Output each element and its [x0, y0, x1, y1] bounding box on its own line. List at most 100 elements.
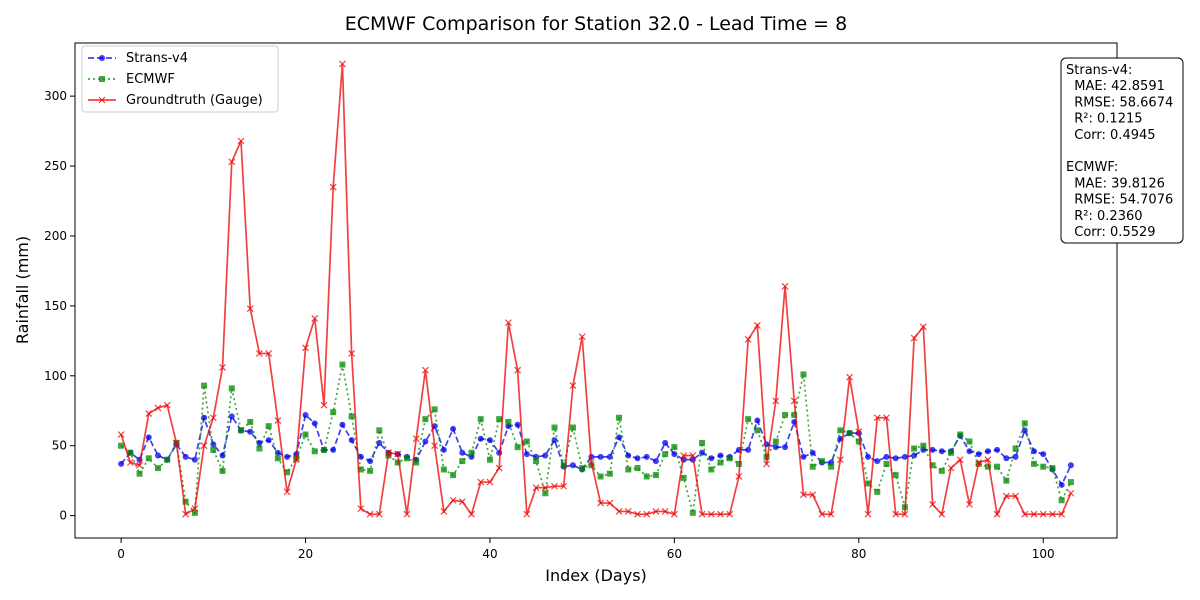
data-point	[118, 460, 125, 467]
data-point	[126, 459, 134, 466]
data-point	[735, 473, 743, 480]
data-point	[1003, 477, 1010, 484]
data-point	[514, 444, 521, 451]
data-point	[560, 482, 568, 490]
data-point	[330, 446, 337, 453]
data-point	[348, 413, 355, 420]
data-point	[118, 442, 125, 449]
y-axis: 0 50 100 150 200 250 300	[44, 89, 75, 523]
data-point	[818, 510, 826, 518]
data-point	[652, 458, 659, 465]
data-point	[865, 453, 872, 460]
data-point	[394, 459, 401, 466]
data-point	[634, 510, 641, 518]
data-point	[874, 488, 881, 495]
data-point	[532, 484, 540, 492]
data-point	[569, 462, 576, 469]
data-point	[339, 421, 346, 428]
data-point	[1031, 448, 1038, 455]
data-point	[339, 361, 346, 368]
data-point	[938, 510, 946, 518]
data-point	[496, 416, 503, 423]
data-point	[634, 455, 641, 462]
data-point	[458, 498, 466, 506]
data-point	[468, 449, 475, 456]
data-point	[966, 448, 973, 455]
x-tick-label: 0	[117, 547, 125, 561]
x-tick-label: 80	[851, 547, 866, 561]
data-point	[274, 455, 281, 462]
x-axis: 0 20 40 60 80 100	[117, 538, 1055, 561]
stats-line: RMSE: 54.7076	[1066, 193, 1173, 208]
data-point	[228, 413, 235, 420]
data-point	[154, 452, 161, 459]
data-point	[523, 510, 531, 518]
data-point	[818, 458, 825, 465]
data-point	[422, 438, 429, 445]
data-point	[837, 427, 844, 434]
data-point	[726, 455, 733, 462]
data-point	[1030, 510, 1038, 518]
data-point	[523, 438, 530, 445]
series-1	[118, 361, 1074, 516]
data-point	[698, 510, 706, 518]
data-point	[643, 473, 650, 480]
data-point	[883, 414, 890, 422]
data-point	[587, 459, 595, 466]
data-point	[182, 510, 190, 518]
data-point	[247, 418, 254, 425]
data-point	[127, 449, 134, 456]
data-point	[865, 480, 872, 487]
data-point	[855, 428, 863, 436]
data-point	[311, 420, 318, 427]
data-point	[652, 508, 660, 515]
data-point	[431, 442, 439, 450]
data-point	[348, 349, 356, 357]
data-point	[892, 510, 900, 518]
data-point	[782, 444, 789, 451]
x-tick-label: 20	[298, 547, 313, 561]
data-point	[975, 459, 983, 466]
data-point	[182, 453, 189, 460]
data-point	[873, 414, 881, 422]
data-point	[625, 466, 632, 473]
data-point	[1003, 455, 1010, 462]
data-point	[994, 463, 1001, 470]
data-point	[883, 460, 890, 467]
data-point	[422, 416, 429, 423]
data-point	[745, 446, 752, 453]
data-point	[533, 458, 540, 465]
data-point	[919, 323, 927, 331]
legend-marker	[98, 96, 106, 104]
data-point	[265, 423, 272, 430]
data-point	[772, 438, 779, 445]
data-point	[984, 448, 991, 455]
data-point	[966, 438, 973, 445]
data-point	[809, 463, 816, 470]
data-point	[1058, 497, 1065, 504]
data-point	[284, 469, 291, 476]
data-point	[1040, 463, 1047, 470]
data-point	[376, 427, 383, 434]
data-point	[182, 498, 189, 505]
data-point	[237, 427, 244, 434]
data-point	[302, 344, 309, 352]
data-point	[338, 60, 346, 68]
data-point	[228, 385, 235, 392]
data-point	[569, 382, 577, 390]
data-point	[901, 510, 909, 518]
data-point	[117, 431, 125, 438]
data-point	[450, 472, 457, 479]
data-point	[256, 349, 263, 357]
data-point	[606, 453, 613, 460]
x-tick-label: 40	[482, 547, 497, 561]
data-point	[1049, 465, 1056, 472]
data-point	[791, 411, 798, 418]
x-tick-label: 60	[667, 547, 682, 561]
data-point	[782, 411, 789, 418]
data-point	[421, 366, 429, 374]
y-tick-label: 200	[44, 229, 67, 243]
y-tick-label: 100	[44, 369, 67, 383]
data-point	[836, 456, 844, 464]
